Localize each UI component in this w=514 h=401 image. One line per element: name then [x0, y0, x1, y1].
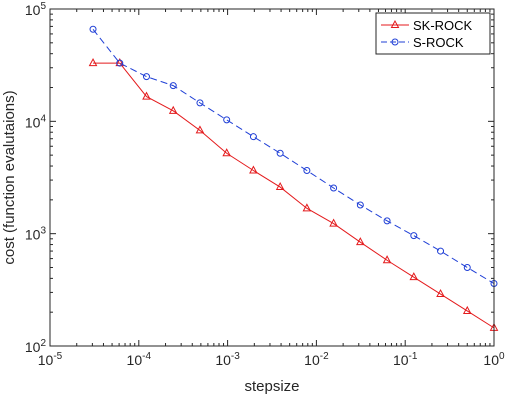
- data-point-sk-rock: [329, 218, 338, 227]
- data-point-s-rock: [276, 149, 284, 157]
- legend-marker-sk-rock: [390, 19, 400, 28]
- x-tick-label: 10-1: [393, 351, 418, 368]
- x-tick-label: 10-3: [215, 351, 240, 368]
- y-tick-label: 103: [25, 226, 47, 243]
- data-point-sk-rock: [275, 181, 285, 191]
- data-point-sk-rock: [222, 148, 232, 157]
- series-sk-rock: [88, 58, 499, 331]
- data-point-sk-rock: [88, 58, 98, 67]
- x-tick-label: 100: [483, 351, 505, 368]
- data-point-s-rock: [142, 73, 150, 81]
- data-point-s-rock: [356, 201, 364, 209]
- legend-label-sk-rock: SK-ROCK: [413, 18, 473, 33]
- data-point-sk-rock: [168, 105, 178, 114]
- data-point-sk-rock: [462, 305, 472, 314]
- legend-marker-s-rock: [391, 38, 399, 46]
- data-point-s-rock: [303, 167, 311, 175]
- series-line-sk-rock: [93, 62, 495, 329]
- data-point-s-rock: [383, 217, 391, 225]
- tick-label-layer: 10-5 10-4 10-3 10-2 10-1 100 102 103 104 105: [25, 1, 505, 368]
- data-point-s-rock: [169, 82, 177, 90]
- x-tick-label: 10-4: [127, 351, 152, 368]
- data-point-sk-rock: [356, 237, 365, 246]
- data-point-s-rock: [463, 263, 471, 271]
- data-point-s-rock: [116, 59, 124, 67]
- data-point-s-rock: [196, 99, 204, 107]
- data-point-s-rock: [330, 184, 338, 192]
- data-point-sk-rock: [409, 272, 419, 281]
- y-tick-label: 105: [25, 1, 47, 18]
- data-point-sk-rock: [249, 165, 258, 174]
- legend-box: [375, 12, 491, 55]
- y-tick-label: 104: [25, 113, 47, 130]
- data-point-s-rock: [410, 232, 418, 240]
- x-tick-label: 10-5: [38, 351, 63, 368]
- x-axis-label: stepsize: [244, 378, 299, 395]
- data-point-s-rock: [223, 116, 231, 124]
- data-point-sk-rock: [195, 125, 205, 134]
- x-tick-label: 10-2: [304, 351, 329, 368]
- data-point-sk-rock: [142, 91, 151, 100]
- data-point-sk-rock: [302, 203, 312, 212]
- series-line-s-rock: [92, 28, 495, 284]
- axes-layer: [49, 8, 495, 347]
- data-point-s-rock: [249, 133, 257, 141]
- series-layer: [88, 25, 499, 331]
- data-point-s-rock: [437, 247, 445, 255]
- legend-label-s-rock: S-ROCK: [413, 35, 464, 50]
- y-tick-label: 102: [25, 338, 47, 355]
- data-point-s-rock: [89, 25, 97, 33]
- y-axis-label: cost (function evalutaions): [1, 90, 18, 264]
- axes-frame: [49, 8, 495, 347]
- data-point-sk-rock: [382, 255, 392, 264]
- legend: SK-ROCK S-ROCK: [375, 12, 491, 55]
- data-point-sk-rock: [436, 289, 445, 298]
